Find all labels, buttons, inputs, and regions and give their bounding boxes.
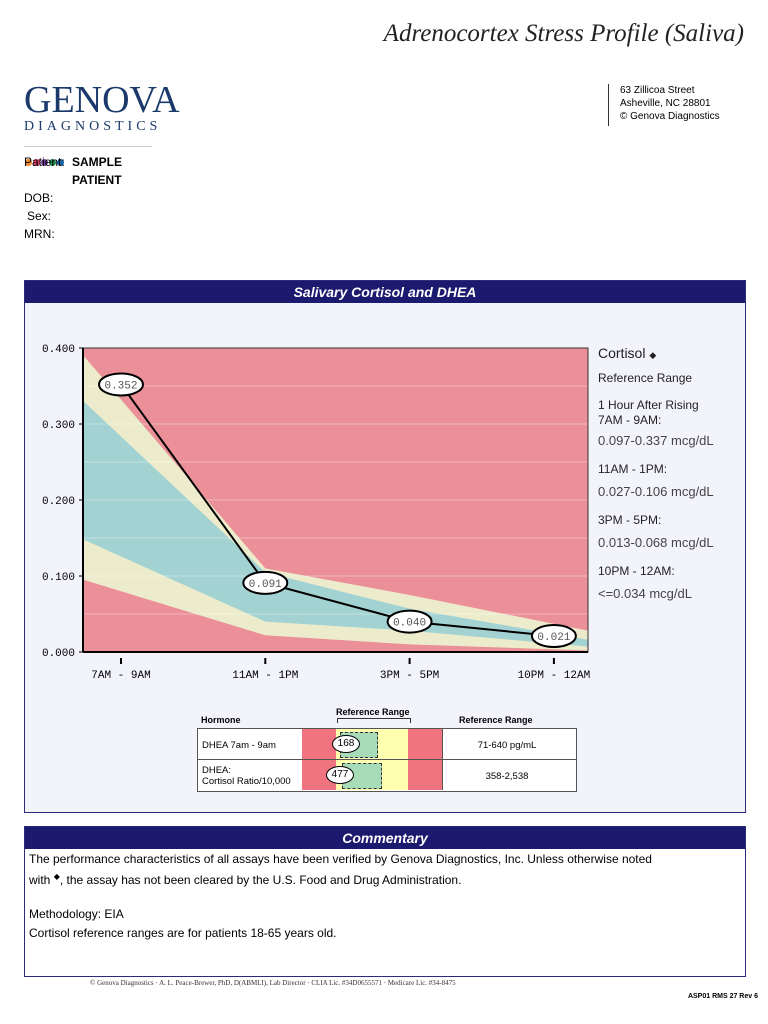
value-marker: 168: [332, 735, 360, 753]
cortisol-legend: Cortisol ◆ Reference Range 1 Hour After …: [598, 345, 714, 601]
y-tick-label: 0.300: [42, 420, 75, 432]
range-bar: 168: [302, 729, 442, 759]
y-tick-label: 0.400: [42, 344, 75, 356]
x-tick-label: 7AM - 9AM: [91, 670, 150, 681]
dhea-row: DHEA 7am - 9am 168 71-640 pg/mL: [197, 728, 577, 760]
address-block: 63 Zillicoa Street Asheville, NC 28801 ©…: [608, 84, 720, 126]
value-marker: 477: [326, 766, 354, 784]
range-bar: 477: [302, 760, 442, 790]
footer-text: © Genova Diagnostics · A. L. Peace-Brewe…: [90, 979, 456, 987]
logo-dot: [49, 159, 56, 166]
report-title: Adrenocortex Stress Profile (Saliva): [383, 20, 744, 47]
y-tick-label: 0.100: [42, 572, 75, 584]
y-tick-label: 0.000: [42, 648, 75, 660]
x-tick-label: 10PM - 12AM: [518, 670, 591, 681]
data-label: 0.352: [104, 380, 137, 392]
diamond-icon: ◆: [649, 350, 657, 360]
dhea-table: Hormone Reference Range Reference Range …: [197, 707, 577, 792]
x-tick-label: 11AM - 1PM: [232, 670, 298, 681]
data-point: [242, 570, 289, 595]
diamond-icon: ◆: [53, 872, 60, 881]
x-tick-label: 3PM - 5PM: [380, 670, 439, 681]
data-label: 0.021: [537, 632, 570, 644]
data-point: [530, 624, 577, 649]
logo-dot: [33, 159, 40, 166]
cortisol-line: [120, 383, 554, 638]
panel-title: Salivary Cortisol and DHEA: [25, 281, 745, 303]
genova-logo: GENOVA DIAGNOSTICS: [24, 81, 184, 171]
data-label: 0.091: [249, 579, 282, 591]
commentary-panel: Commentary The performance characteristi…: [24, 826, 746, 977]
reference-band: [83, 401, 589, 647]
logo-dots: [24, 153, 64, 171]
logo-dot: [57, 159, 64, 166]
data-point: [98, 372, 144, 397]
y-tick-label: 0.200: [42, 496, 75, 508]
cortisol-dhea-panel: Salivary Cortisol and DHEA 0.000 0.100 0.2…: [24, 280, 746, 813]
data-point: [386, 609, 433, 634]
patient-info: Patient: SAMPLE PATIENT DOB: Sex: MRN:: [24, 155, 123, 241]
logo-dot: [25, 159, 32, 166]
form-code: ASP01 RMS 27 Rev 6: [687, 993, 758, 1000]
data-label: 0.040: [393, 618, 426, 630]
logo-dot: [41, 159, 48, 166]
dhea-row: DHEA: Cortisol Ratio/10,000 477 358-2,538: [197, 760, 577, 792]
cortisol-chart: 0.000 0.100 0.200 0.300 0.400 7AM - 9AM 11AM -…: [42, 344, 591, 681]
